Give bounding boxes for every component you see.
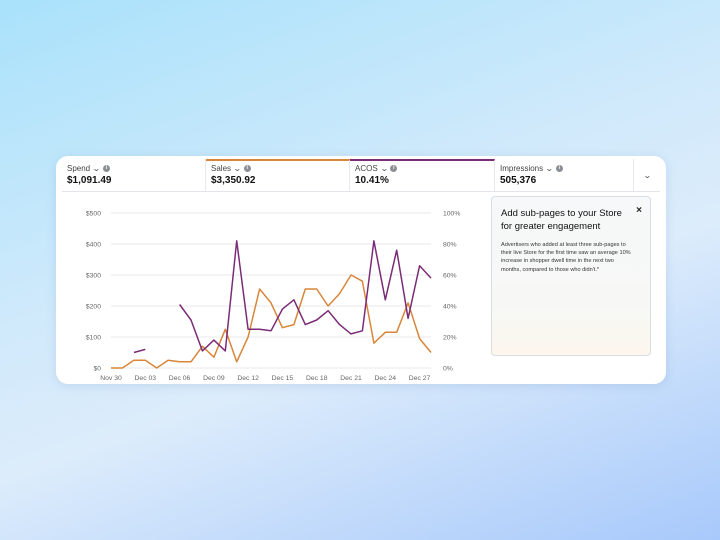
y-left-tick-label: $400 — [86, 242, 101, 249]
performance-chart: $500 100% $400 80% $300 60% $200 40% $100 20% $0 0%… — [86, 211, 461, 383]
callout-title: Add sub-pages to your Store for greater … — [501, 208, 622, 232]
metric-label: Sales — [211, 164, 232, 173]
metric-value: 505,376 — [500, 175, 537, 186]
sales-series-line — [111, 274, 432, 369]
x-tick-label: Dec 15 — [272, 375, 294, 382]
x-tick-label: Dec 09 — [203, 375, 225, 382]
chevron-down-icon[interactable]: ⌄ — [92, 164, 101, 173]
x-tick-label: Dec 21 — [340, 375, 362, 382]
chevron-down-icon[interactable]: ⌄ — [379, 164, 389, 173]
y-left-tick-label: $300 — [86, 273, 101, 280]
metric-impressions[interactable]: Impressions ⌄ i 505,376 — [495, 159, 634, 191]
y-right-tick-label: 100% — [443, 211, 460, 218]
metric-value: 10.41% — [355, 175, 389, 186]
chevron-down-icon: ⌄ — [642, 170, 652, 180]
y-right-tick-label: 60% — [443, 273, 457, 280]
x-tick-label: Dec 03 — [135, 375, 157, 382]
metric-value: $3,350.92 — [211, 175, 256, 186]
performance-card: Spend ⌄ i $1,091.49 Sales ⌄ i $3,350.92 … — [56, 156, 666, 384]
acos-series-line — [133, 348, 146, 354]
metrics-bar: Spend ⌄ i $1,091.49 Sales ⌄ i $3,350.92 … — [62, 159, 660, 192]
x-tick-label: Dec 06 — [169, 375, 191, 382]
chevron-down-icon[interactable]: ⌄ — [233, 164, 242, 173]
metric-label: ACOS — [355, 164, 378, 173]
metric-label: Impressions — [500, 164, 544, 173]
y-right-tick-label: 40% — [443, 304, 457, 311]
y-right-tick-label: 0% — [443, 366, 453, 373]
metric-spend[interactable]: Spend ⌄ i $1,091.49 — [62, 159, 206, 191]
info-icon[interactable]: i — [102, 165, 110, 172]
callout-body: Advertisers who added at least three sub… — [501, 242, 631, 273]
info-icon[interactable]: i — [390, 165, 398, 172]
info-icon[interactable]: i — [243, 165, 251, 172]
metric-sales[interactable]: Sales ⌄ i $3,350.92 — [206, 159, 350, 191]
x-tick-label: Nov 30 — [100, 375, 122, 382]
y-right-tick-label: 80% — [443, 242, 457, 249]
x-tick-label: Dec 12 — [237, 375, 259, 382]
chevron-down-icon[interactable]: ⌄ — [545, 164, 554, 173]
x-tick-label: Dec 27 — [409, 375, 431, 382]
x-tick-label: Dec 18 — [306, 375, 328, 382]
acos-series-line — [178, 240, 432, 352]
metric-value: $1,091.49 — [67, 175, 112, 186]
y-left-tick-label: $500 — [86, 211, 101, 218]
x-tick-label: Dec 24 — [375, 375, 397, 382]
expand-metrics-button[interactable]: ⌄ — [634, 159, 660, 191]
info-icon[interactable]: i — [555, 165, 563, 172]
y-right-tick-label: 20% — [443, 335, 457, 342]
close-icon[interactable]: × — [636, 205, 642, 216]
y-left-tick-label: $0 — [93, 366, 101, 373]
y-left-tick-label: $200 — [86, 304, 101, 311]
metric-label: Spend — [67, 164, 91, 173]
callout-card: Add sub-pages to your Store for greater … — [491, 196, 651, 356]
metric-acos[interactable]: ACOS ⌄ i 10.41% — [350, 159, 495, 191]
y-left-tick-label: $100 — [86, 335, 101, 342]
